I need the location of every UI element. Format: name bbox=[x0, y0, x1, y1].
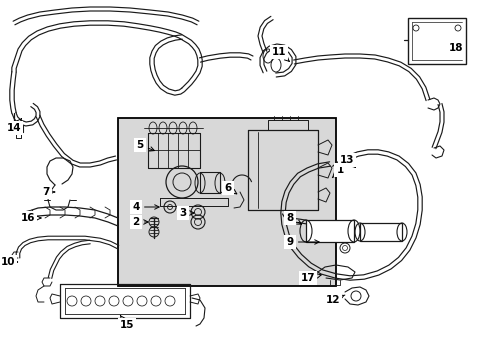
Text: 16: 16 bbox=[20, 213, 41, 223]
Text: 4: 4 bbox=[132, 202, 159, 212]
Text: 8: 8 bbox=[286, 213, 301, 224]
Text: 6: 6 bbox=[224, 183, 236, 194]
Bar bbox=[118, 118, 335, 286]
Bar bbox=[359, 223, 401, 241]
Text: 14: 14 bbox=[7, 118, 21, 133]
Text: 5: 5 bbox=[136, 140, 154, 151]
Text: 13: 13 bbox=[339, 155, 355, 167]
Text: 2: 2 bbox=[132, 217, 148, 227]
Text: 10: 10 bbox=[1, 257, 18, 267]
Text: 7: 7 bbox=[42, 187, 55, 197]
Text: 9: 9 bbox=[286, 237, 319, 247]
Bar bbox=[407, 18, 465, 64]
Text: 15: 15 bbox=[120, 315, 134, 330]
Text: 12: 12 bbox=[325, 295, 344, 305]
Text: 1: 1 bbox=[332, 165, 343, 178]
Text: 18: 18 bbox=[448, 43, 462, 53]
Text: 17: 17 bbox=[300, 273, 321, 283]
Text: 11: 11 bbox=[271, 47, 289, 61]
Text: 3: 3 bbox=[179, 208, 194, 218]
Bar bbox=[305, 220, 353, 242]
